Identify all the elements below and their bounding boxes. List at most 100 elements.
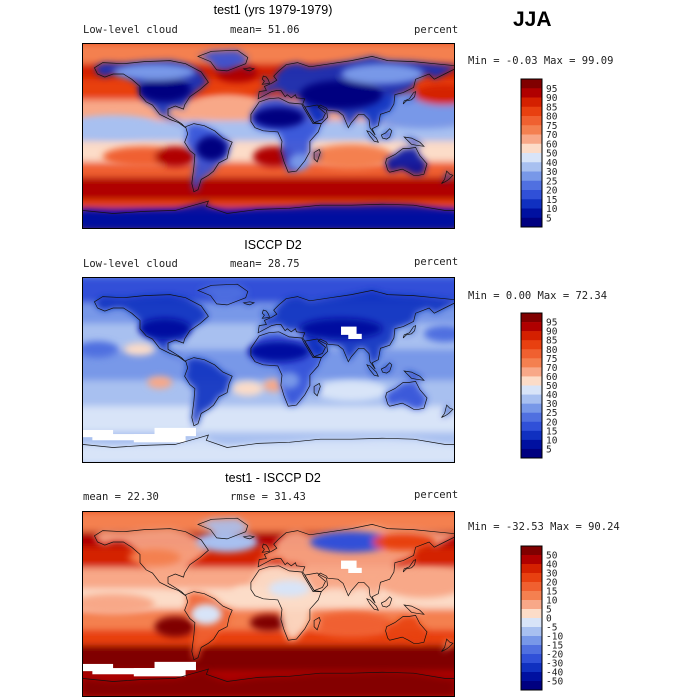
colorbar-2-box-12 xyxy=(521,421,542,432)
coastline-greenland xyxy=(197,49,249,72)
colorbar-2-box-4 xyxy=(521,349,542,359)
coastline-greenland xyxy=(197,283,249,306)
colorbar-2-label-4: 75 xyxy=(546,354,557,365)
panel-2-right-label: percent xyxy=(414,256,459,268)
colorbar-2-label-1: 90 xyxy=(546,327,558,338)
colorbar-1-box-15 xyxy=(521,217,542,228)
colorbar-1-box-9 xyxy=(521,162,542,172)
coastline-new-guinea xyxy=(403,136,425,147)
panel-1-right-label: percent xyxy=(414,24,459,36)
coastline-new-guinea xyxy=(403,604,425,615)
coastline-sumatra xyxy=(366,130,379,143)
colorbar-3-box-3 xyxy=(521,573,542,583)
colorbar-3-box-11 xyxy=(521,645,542,655)
colorbar-1-box-1 xyxy=(521,88,542,98)
coastline-new-zealand xyxy=(441,638,454,652)
colorbar-1-box-0 xyxy=(521,79,542,89)
colorbar-2-label-3: 80 xyxy=(546,345,558,356)
colorbar-1-box-13 xyxy=(521,199,542,209)
colorbar-2-label-5: 70 xyxy=(546,363,558,374)
coastline-arabia xyxy=(304,572,328,592)
colorbar-3-box-12 xyxy=(521,654,542,664)
map-3-missing-5 xyxy=(133,668,186,677)
colorbar-1-box-2 xyxy=(521,97,542,108)
coastline-arabia xyxy=(304,104,328,124)
coastline-south-america xyxy=(184,591,233,661)
coastline-australia xyxy=(385,147,428,176)
colorbar-3-label-5: 10 xyxy=(546,596,558,607)
panel-3-minmax: Min = -32.53 Max = 90.24 xyxy=(468,521,620,533)
colorbar-1-label-1: 90 xyxy=(546,93,558,104)
coastline-south-america xyxy=(184,357,233,427)
panel-2-map xyxy=(82,277,455,463)
colorbar-3-box-6 xyxy=(521,600,542,610)
panel-1-title: test1 (yrs 1979-1979) xyxy=(213,3,333,17)
colorbar-3-label-8: -5 xyxy=(546,623,557,634)
map-3-missing-1 xyxy=(348,567,362,573)
coastline-eurasia xyxy=(257,290,455,370)
colorbar-1-box-6 xyxy=(521,134,542,145)
coastline-greenland xyxy=(197,517,249,540)
colorbar-2-label-8: 40 xyxy=(546,390,558,401)
colorbar-2-box-13 xyxy=(521,430,542,441)
colorbar-3-box-10 xyxy=(521,636,542,646)
colorbar-3-label-1: 40 xyxy=(546,560,558,571)
colorbar-1-label-9: 30 xyxy=(546,167,558,178)
colorbar-2-label-12: 15 xyxy=(546,426,557,437)
coastline-borneo xyxy=(380,362,393,374)
colorbar-1-label-10: 25 xyxy=(546,176,557,187)
colorbar-1-box-12 xyxy=(521,190,542,200)
colorbar-2-label-0: 95 xyxy=(546,318,557,329)
colorbar-3-label-13: -40 xyxy=(546,668,563,679)
coastline-eurasia xyxy=(257,524,455,604)
coastline-australia xyxy=(385,615,428,644)
panel-3-left-label: mean = 22.30 xyxy=(83,491,159,503)
colorbar-1-label-7: 50 xyxy=(546,149,558,160)
colorbar-3-label-0: 50 xyxy=(546,551,558,562)
map-2-missing-2 xyxy=(82,429,114,438)
coastline-sumatra xyxy=(366,598,379,611)
coastline-new-zealand xyxy=(441,170,454,184)
map-2-missing-3 xyxy=(92,434,155,441)
colorbar-2-box-9 xyxy=(521,394,542,404)
colorbar-2-box-1 xyxy=(521,322,542,332)
panel-2-center-label: mean= 28.75 xyxy=(230,258,300,270)
colorbar-3-box-1 xyxy=(521,555,542,565)
coastline-antarctica xyxy=(82,668,455,697)
colorbar-2-box-2 xyxy=(521,331,542,341)
map-2-frame xyxy=(82,277,455,463)
colorbar-3-label-6: 5 xyxy=(546,605,552,616)
coastline-antarctica xyxy=(82,434,455,463)
colorbar-3-box-15 xyxy=(521,681,542,691)
coastline-uk xyxy=(261,75,270,85)
colorbar-2-label-6: 60 xyxy=(546,372,558,383)
colorbar-2-label-9: 30 xyxy=(546,399,558,410)
colorbar-3-frame xyxy=(520,545,543,691)
colorbar-3-box-4 xyxy=(521,582,542,592)
map-2-coastlines xyxy=(82,283,455,463)
colorbar-3-label-4: 15 xyxy=(546,587,557,598)
map-2-missing-5 xyxy=(133,434,186,443)
coastline-sumatra xyxy=(366,364,379,377)
colorbar-2-label-2: 85 xyxy=(546,336,557,347)
colorbar-2-label-10: 25 xyxy=(546,408,557,419)
coastline-africa xyxy=(250,565,322,641)
panel-3-title: test1 - ISCCP D2 xyxy=(225,471,321,485)
colorbar-3-box-0 xyxy=(521,546,542,556)
map-2-missing-0 xyxy=(341,326,357,335)
map-3-frame xyxy=(82,511,455,697)
colorbar-1-label-3: 80 xyxy=(546,112,558,123)
colorbar-1-label-0: 95 xyxy=(546,84,557,95)
colorbar-1-label-13: 10 xyxy=(546,204,558,215)
colorbar-2-box-15 xyxy=(521,448,542,459)
coastline-madagascar xyxy=(313,148,321,163)
colorbar-3-box-8 xyxy=(521,618,542,628)
colorbar-3-label-2: 30 xyxy=(546,569,558,580)
season-label: JJA xyxy=(513,8,552,31)
colorbar-1-box-10 xyxy=(521,171,542,182)
colorbar-1-box-8 xyxy=(521,153,542,163)
colorbar-2-frame xyxy=(520,312,543,459)
coastline-uk xyxy=(261,309,270,319)
coastline-borneo xyxy=(380,596,393,608)
